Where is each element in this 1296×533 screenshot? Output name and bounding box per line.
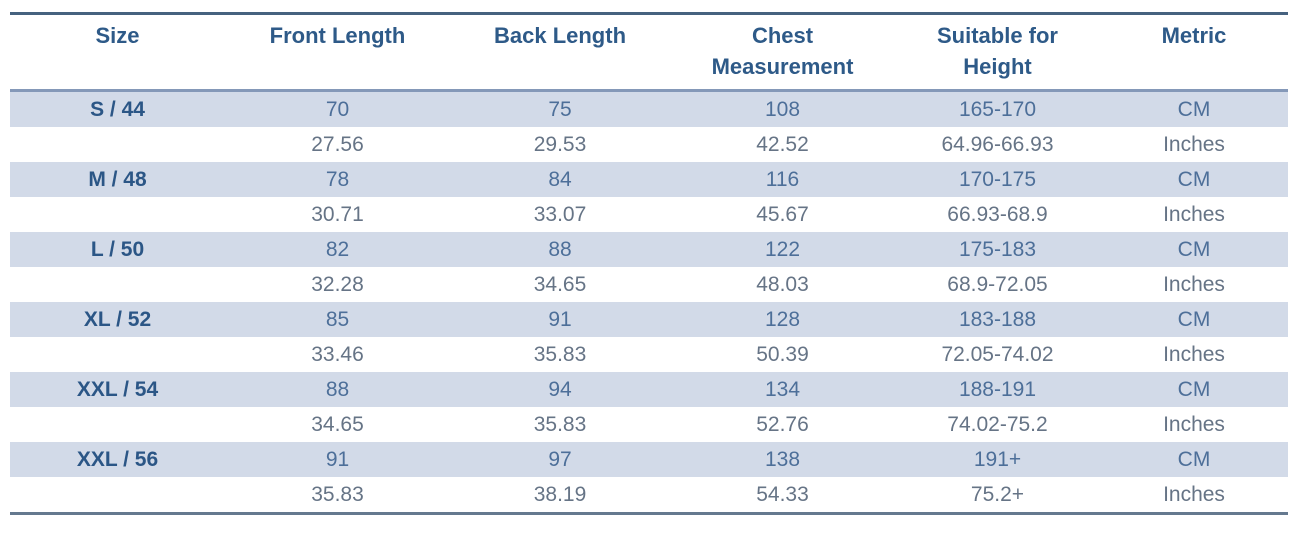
size-chart-body: S / 44 70 75 108 165-170 CM 27.56 29.53 42.52 64.… xyxy=(10,90,1288,514)
value-cell: 183-188 xyxy=(895,302,1100,337)
size-cell: M / 48 xyxy=(10,162,225,197)
value-cell: 35.83 xyxy=(225,477,450,514)
value-cell: 75 xyxy=(450,90,670,127)
value-cell: CM xyxy=(1100,302,1288,337)
column-header-chest-measurement: Chest Measurement xyxy=(670,13,895,92)
value-cell: 170-175 xyxy=(895,162,1100,197)
value-cell: Inches xyxy=(1100,267,1288,302)
value-cell: CM xyxy=(1100,90,1288,127)
table-row: 34.65 35.83 52.76 74.02-75.2 Inches xyxy=(10,407,1288,442)
size-cell: XXL / 56 xyxy=(10,442,225,477)
value-cell: 134 xyxy=(670,372,895,407)
value-cell: CM xyxy=(1100,372,1288,407)
column-header-back-length: Back Length xyxy=(450,13,670,92)
table-row: XXL / 54 88 94 134 188-191 CM xyxy=(10,372,1288,407)
value-cell: 64.96-66.93 xyxy=(895,127,1100,162)
value-cell: 191+ xyxy=(895,442,1100,477)
value-cell: 50.39 xyxy=(670,337,895,372)
value-cell: 54.33 xyxy=(670,477,895,514)
value-cell: 72.05-74.02 xyxy=(895,337,1100,372)
value-cell: 45.67 xyxy=(670,197,895,232)
value-cell: 138 xyxy=(670,442,895,477)
value-cell: 33.46 xyxy=(225,337,450,372)
size-chart: Size Front Length Back Length Chest Meas… xyxy=(10,12,1288,515)
size-cell xyxy=(10,127,225,162)
value-cell: 122 xyxy=(670,232,895,267)
table-row: M / 48 78 84 116 170-175 CM xyxy=(10,162,1288,197)
value-cell: Inches xyxy=(1100,337,1288,372)
table-row: L / 50 82 88 122 175-183 CM xyxy=(10,232,1288,267)
value-cell: 97 xyxy=(450,442,670,477)
value-cell: 35.83 xyxy=(450,337,670,372)
value-cell: 33.07 xyxy=(450,197,670,232)
value-cell: Inches xyxy=(1100,197,1288,232)
size-cell xyxy=(10,337,225,372)
value-cell: 34.65 xyxy=(450,267,670,302)
column-header-front-length: Front Length xyxy=(225,13,450,92)
value-cell: 66.93-68.9 xyxy=(895,197,1100,232)
value-cell: Inches xyxy=(1100,407,1288,442)
value-cell: CM xyxy=(1100,162,1288,197)
value-cell: 52.76 xyxy=(670,407,895,442)
value-cell: 188-191 xyxy=(895,372,1100,407)
table-row: 33.46 35.83 50.39 72.05-74.02 Inches xyxy=(10,337,1288,372)
table-row: 32.28 34.65 48.03 68.9-72.05 Inches xyxy=(10,267,1288,302)
size-cell: L / 50 xyxy=(10,232,225,267)
value-cell: 48.03 xyxy=(670,267,895,302)
value-cell: 74.02-75.2 xyxy=(895,407,1100,442)
value-cell: 68.9-72.05 xyxy=(895,267,1100,302)
value-cell: 70 xyxy=(225,90,450,127)
table-row: XL / 52 85 91 128 183-188 CM xyxy=(10,302,1288,337)
table-row: 27.56 29.53 42.52 64.96-66.93 Inches xyxy=(10,127,1288,162)
value-cell: 75.2+ xyxy=(895,477,1100,514)
column-header-metric: Metric xyxy=(1100,13,1288,92)
value-cell: 82 xyxy=(225,232,450,267)
size-cell xyxy=(10,267,225,302)
value-cell: 88 xyxy=(450,232,670,267)
value-cell: 38.19 xyxy=(450,477,670,514)
value-cell: 29.53 xyxy=(450,127,670,162)
column-header-suitable-for-height: Suitable for Height xyxy=(895,13,1100,92)
value-cell: 165-170 xyxy=(895,90,1100,127)
value-cell: 94 xyxy=(450,372,670,407)
value-cell: CM xyxy=(1100,232,1288,267)
value-cell: Inches xyxy=(1100,127,1288,162)
value-cell: 91 xyxy=(225,442,450,477)
value-cell: 116 xyxy=(670,162,895,197)
header-row: Size Front Length Back Length Chest Meas… xyxy=(10,13,1288,92)
value-cell: CM xyxy=(1100,442,1288,477)
value-cell: 32.28 xyxy=(225,267,450,302)
value-cell: 27.56 xyxy=(225,127,450,162)
size-cell xyxy=(10,197,225,232)
value-cell: 91 xyxy=(450,302,670,337)
size-cell xyxy=(10,407,225,442)
size-cell: S / 44 xyxy=(10,90,225,127)
value-cell: 108 xyxy=(670,90,895,127)
value-cell: 42.52 xyxy=(670,127,895,162)
table-row: XXL / 56 91 97 138 191+ CM xyxy=(10,442,1288,477)
value-cell: 35.83 xyxy=(450,407,670,442)
size-chart-header: Size Front Length Back Length Chest Meas… xyxy=(10,13,1288,92)
value-cell: 85 xyxy=(225,302,450,337)
table-row: S / 44 70 75 108 165-170 CM xyxy=(10,90,1288,127)
size-cell: XL / 52 xyxy=(10,302,225,337)
value-cell: 175-183 xyxy=(895,232,1100,267)
value-cell: 88 xyxy=(225,372,450,407)
table-row: 30.71 33.07 45.67 66.93-68.9 Inches xyxy=(10,197,1288,232)
value-cell: 128 xyxy=(670,302,895,337)
table-row: 35.83 38.19 54.33 75.2+ Inches xyxy=(10,477,1288,514)
value-cell: 78 xyxy=(225,162,450,197)
value-cell: 34.65 xyxy=(225,407,450,442)
size-chart-table: Size Front Length Back Length Chest Meas… xyxy=(10,12,1288,515)
value-cell: Inches xyxy=(1100,477,1288,514)
size-cell: XXL / 54 xyxy=(10,372,225,407)
size-cell xyxy=(10,477,225,514)
column-header-size: Size xyxy=(10,13,225,92)
value-cell: 30.71 xyxy=(225,197,450,232)
value-cell: 84 xyxy=(450,162,670,197)
